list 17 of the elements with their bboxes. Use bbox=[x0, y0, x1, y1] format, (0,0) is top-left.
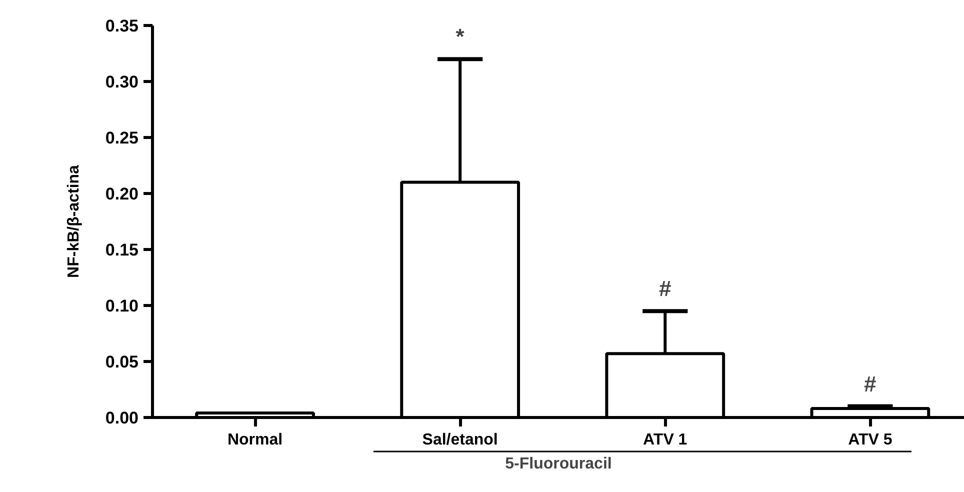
y-axis-title: NF-kB/β-actina bbox=[65, 164, 82, 278]
x-tick-label: Sal/etanol bbox=[422, 432, 498, 448]
y-tick-label: 0.00 bbox=[105, 408, 139, 428]
y-tick-label: 0.35 bbox=[105, 16, 139, 36]
text: 5-Fluorouracil bbox=[505, 456, 612, 472]
x-tick-label: ATV 1 bbox=[643, 432, 688, 448]
y-tick-label: 0.20 bbox=[105, 184, 139, 204]
x-tick-label: ATV 5 bbox=[848, 432, 892, 448]
annotation: * bbox=[456, 24, 465, 50]
y-tick-label: 0.25 bbox=[105, 128, 139, 148]
y-tick-label: 0.10 bbox=[105, 296, 139, 316]
x-tick-label: Normal bbox=[227, 432, 283, 448]
annotation: # bbox=[659, 276, 672, 302]
y-tick-label: 0.30 bbox=[105, 72, 139, 92]
annotation: # bbox=[864, 371, 876, 396]
y-tick-label: 0.05 bbox=[105, 352, 139, 372]
y-tick-label: 0.15 bbox=[105, 240, 139, 260]
